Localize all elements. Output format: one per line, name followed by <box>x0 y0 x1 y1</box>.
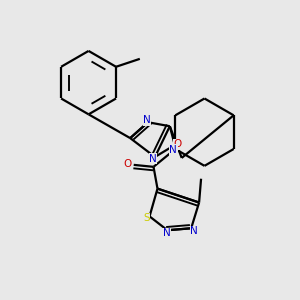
Text: N: N <box>163 228 170 238</box>
Text: N: N <box>149 154 157 164</box>
Text: N: N <box>190 226 198 236</box>
Text: N: N <box>143 115 151 125</box>
Text: S: S <box>143 213 150 224</box>
Text: O: O <box>174 139 182 149</box>
Text: O: O <box>124 159 132 169</box>
Text: N: N <box>169 145 177 155</box>
